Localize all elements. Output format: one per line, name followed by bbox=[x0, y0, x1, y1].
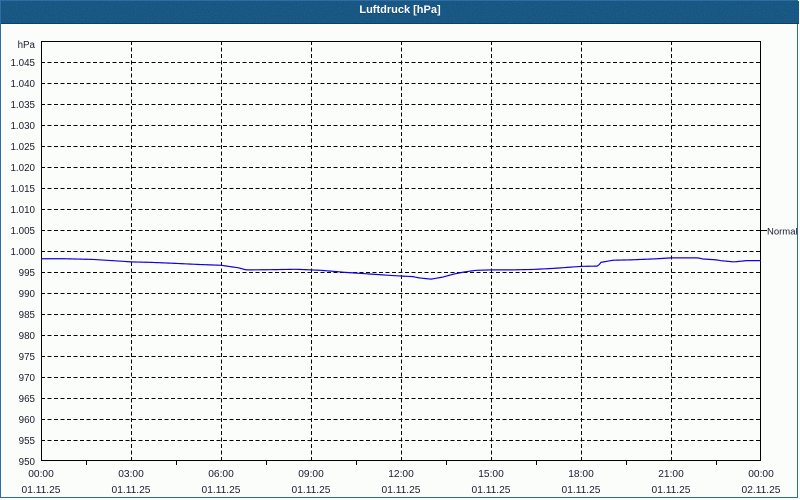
svg-text:00:00: 00:00 bbox=[28, 469, 54, 480]
svg-text:985: 985 bbox=[19, 310, 36, 321]
svg-text:1.015: 1.015 bbox=[10, 184, 35, 195]
svg-text:01.11.25: 01.11.25 bbox=[472, 485, 511, 496]
svg-text:960: 960 bbox=[19, 415, 36, 426]
svg-text:1.035: 1.035 bbox=[10, 100, 35, 111]
svg-text:15:00: 15:00 bbox=[478, 469, 504, 480]
svg-text:965: 965 bbox=[19, 394, 36, 405]
svg-text:21:00: 21:00 bbox=[658, 469, 684, 480]
svg-text:01.11.25: 01.11.25 bbox=[112, 485, 151, 496]
svg-text:980: 980 bbox=[19, 331, 36, 342]
svg-text:1.030: 1.030 bbox=[10, 121, 35, 132]
svg-text:01.11.25: 01.11.25 bbox=[382, 485, 421, 496]
svg-text:01.11.25: 01.11.25 bbox=[562, 485, 601, 496]
svg-text:hPa: hPa bbox=[18, 40, 36, 51]
svg-text:09:00: 09:00 bbox=[298, 469, 324, 480]
svg-text:01.11.25: 01.11.25 bbox=[202, 485, 241, 496]
svg-text:01.11.25: 01.11.25 bbox=[652, 485, 691, 496]
svg-text:02.11.25: 02.11.25 bbox=[742, 485, 781, 496]
svg-text:Normal: Normal bbox=[767, 227, 798, 238]
svg-text:1.005: 1.005 bbox=[10, 226, 35, 237]
svg-text:990: 990 bbox=[19, 289, 36, 300]
svg-text:18:00: 18:00 bbox=[568, 469, 594, 480]
svg-text:1.000: 1.000 bbox=[10, 247, 35, 258]
svg-text:1.010: 1.010 bbox=[10, 205, 35, 216]
svg-text:01.11.25: 01.11.25 bbox=[292, 485, 331, 496]
svg-text:1.045: 1.045 bbox=[10, 58, 35, 69]
svg-text:06:00: 06:00 bbox=[208, 469, 234, 480]
svg-text:12:00: 12:00 bbox=[388, 469, 414, 480]
svg-text:00:00: 00:00 bbox=[748, 469, 774, 480]
svg-text:1.025: 1.025 bbox=[10, 142, 35, 153]
svg-text:950: 950 bbox=[19, 457, 36, 468]
svg-text:995: 995 bbox=[19, 268, 36, 279]
svg-text:1.040: 1.040 bbox=[10, 79, 35, 90]
svg-text:975: 975 bbox=[19, 352, 36, 363]
svg-text:955: 955 bbox=[19, 436, 36, 447]
svg-text:01.11.25: 01.11.25 bbox=[22, 485, 61, 496]
svg-text:1.020: 1.020 bbox=[10, 163, 35, 174]
svg-text:03:00: 03:00 bbox=[118, 469, 144, 480]
svg-text:970: 970 bbox=[19, 373, 36, 384]
